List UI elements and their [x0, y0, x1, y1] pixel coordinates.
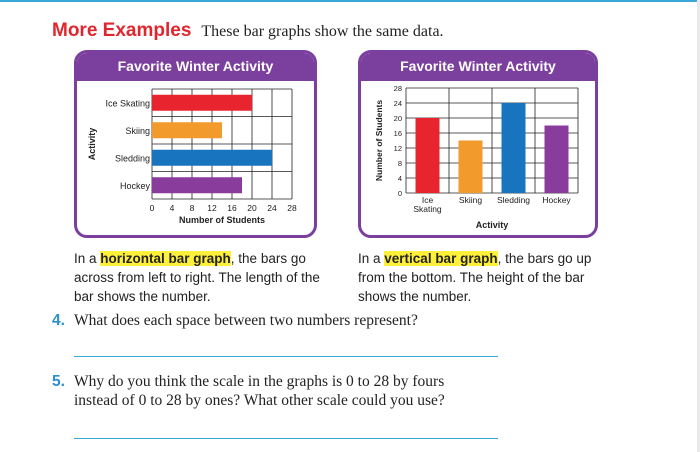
bar-hockey: [152, 177, 242, 194]
category-label-hockey: Hockey: [120, 181, 151, 191]
bar-hockey: [544, 125, 569, 193]
page-edge: [697, 0, 700, 452]
bar-ice-skating: [152, 94, 252, 111]
horizontal-term-highlight: horizontal bar graph: [100, 251, 231, 266]
x-tick-label: 16: [227, 203, 237, 213]
horizontal-description: In a horizontal bar graph, the bars go a…: [74, 249, 324, 306]
x-tick-label: 0: [150, 203, 155, 213]
question-5: 5. Why do you think the scale in the grap…: [52, 372, 445, 410]
question-5-text-line-2: instead of 0 to 28 by ones? What other s…: [74, 392, 445, 409]
horizontal-desc-lead: In a: [74, 251, 101, 266]
x-axis-title: Activity: [476, 220, 509, 230]
horizontal-chart-title: Favorite Winter Activity: [77, 53, 314, 81]
bar-skiing: [458, 140, 483, 193]
y-tick-label: 20: [394, 114, 402, 123]
question-4-text: What does each space between two numbers…: [74, 312, 418, 329]
question-5-number: 5.: [52, 373, 65, 390]
category-label-ice-skating: Ice: [422, 195, 434, 205]
bar-sledding: [152, 149, 272, 166]
y-axis-title: Activity: [87, 128, 97, 161]
section-subtitle: These bar graphs show the same data.: [201, 23, 444, 40]
x-tick-label: 28: [287, 203, 297, 213]
x-tick-label: 20: [247, 203, 257, 213]
answer-line-5[interactable]: [74, 438, 498, 439]
bar-skiing: [152, 122, 222, 139]
y-tick-label: 16: [394, 129, 402, 138]
y-tick-label: 4: [398, 174, 402, 183]
vertical-desc-lead: In a: [358, 251, 385, 266]
bar-sledding: [501, 103, 526, 193]
question-4-number: 4.: [52, 312, 65, 329]
section-header: More Examples These bar graphs show the …: [52, 20, 444, 42]
category-label-hockey: Hockey: [542, 195, 571, 205]
category-label-skiing: Skiing: [459, 195, 482, 205]
question-4: 4. What does each space between two numbe…: [52, 311, 418, 330]
y-tick-label: 0: [398, 189, 402, 198]
vertical-chart-title: Favorite Winter Activity: [361, 53, 595, 81]
bar-ice-skating: [415, 118, 440, 193]
x-tick-label: 12: [207, 203, 217, 213]
y-tick-label: 28: [394, 84, 402, 93]
category-label-sledding: Sledding: [115, 153, 150, 163]
y-axis-title: Number of Students: [374, 100, 384, 181]
y-tick-label: 12: [394, 144, 402, 153]
vertical-term-highlight: vertical bar graph: [384, 251, 498, 266]
section-title: More Examples: [52, 20, 192, 41]
x-axis-title: Number of Students: [179, 215, 265, 225]
category-label-ice-skating: Ice Skating: [105, 98, 150, 108]
category-label-ice-skating: Skating: [413, 204, 442, 214]
answer-line-4[interactable]: [74, 356, 498, 357]
vertical-description: In a vertical bar graph, the bars go up …: [358, 249, 598, 306]
vertical-bar-graph-card: Favorite Winter Activity 0 4 8 12 16 20 24 28 Ic…: [358, 50, 598, 238]
horizontal-desc-body: , the bars go across from left to right.…: [74, 251, 320, 304]
y-tick-label: 24: [394, 99, 402, 108]
x-tick-label: 4: [170, 203, 175, 213]
horizontal-bar-graph-card: Favorite Winter Activity Ice Skating Skii…: [74, 50, 317, 238]
question-5-text-line-1: Why do you think the scale in the graphs…: [74, 373, 445, 390]
x-tick-label: 8: [190, 203, 195, 213]
category-label-skiing: Skiing: [125, 126, 150, 136]
top-rule: [0, 0, 700, 2]
horizontal-bar-chart: Ice Skating Skiing Sledding Hockey 0 4 8 12 16 20…: [87, 88, 297, 225]
category-label-sledding: Sledding: [497, 195, 530, 205]
x-tick-label: 24: [267, 203, 277, 213]
y-tick-label: 8: [398, 159, 402, 168]
vertical-desc-body: , the bars go up from the bottom. The he…: [358, 251, 592, 304]
